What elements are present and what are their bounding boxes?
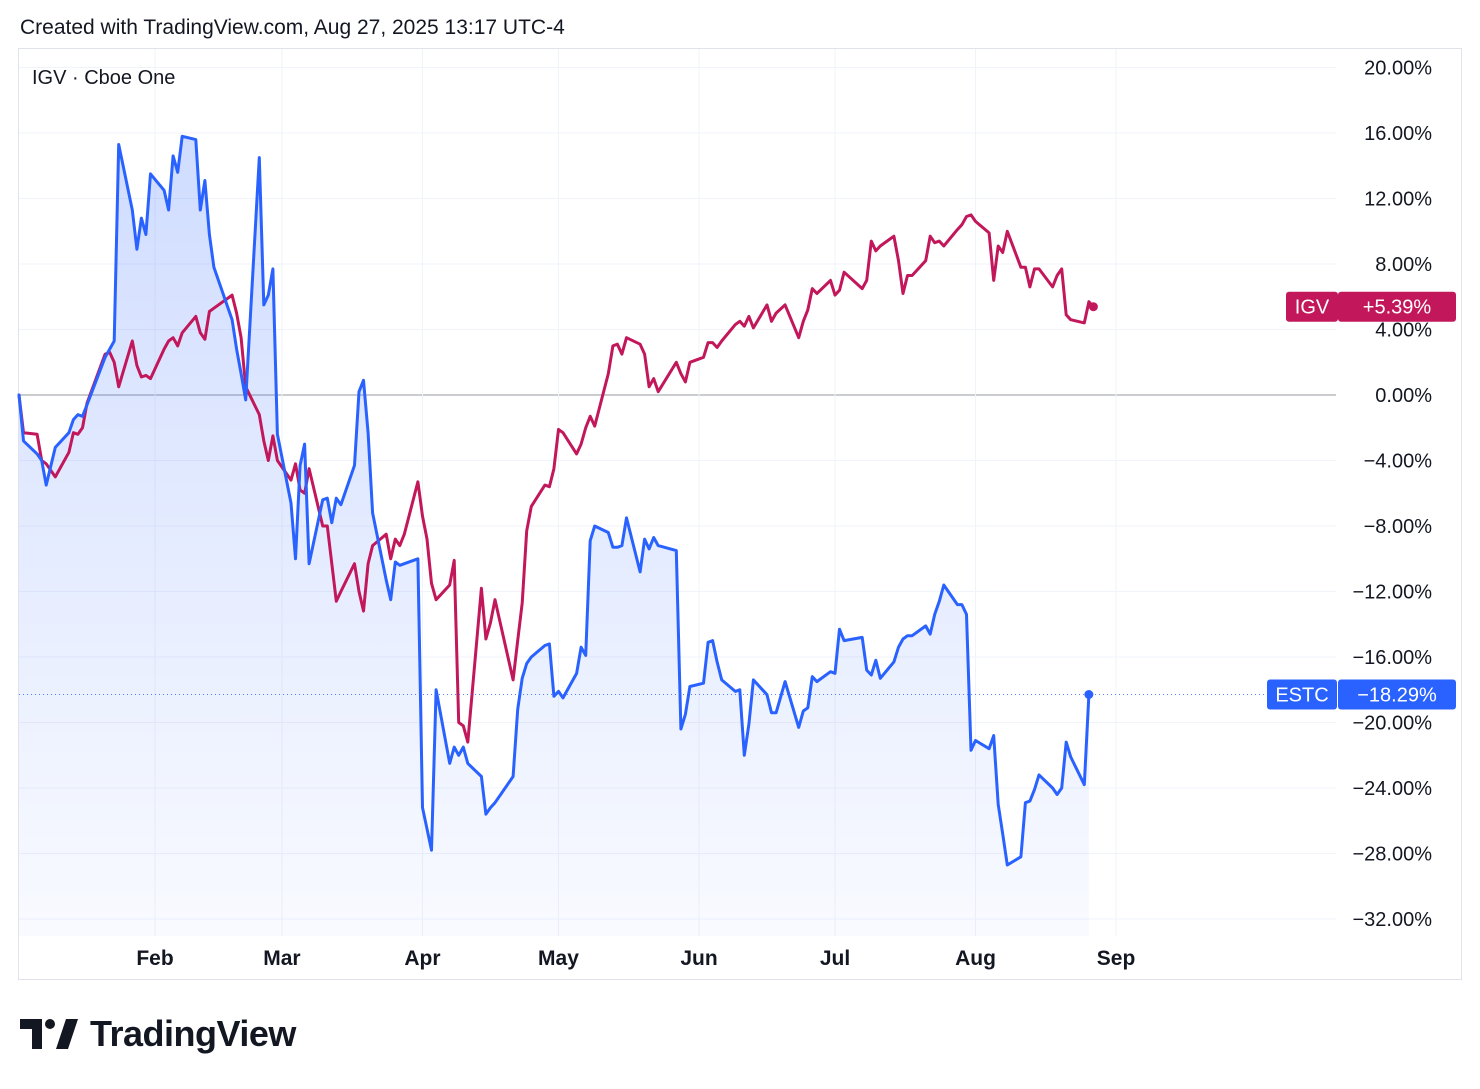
x-tick-label: Apr (404, 947, 440, 970)
y-tick-label: −20.00% (1352, 713, 1432, 735)
x-tick-label: Jun (680, 947, 717, 970)
price-label-name-bg-estc (1267, 679, 1337, 710)
y-tick-label: −4.00% (1364, 451, 1433, 473)
y-tick-label: 12.00% (1364, 189, 1432, 211)
x-tick-label: Aug (955, 947, 996, 970)
brand-logo: TradingView (20, 1012, 296, 1056)
y-tick-label: −24.00% (1352, 778, 1432, 800)
chart-title: IGV · Cboe One (32, 67, 175, 89)
last-point-estc (1084, 689, 1094, 699)
price-label-value-igv: +5.39% (1363, 297, 1432, 319)
y-tick-label: 16.00% (1364, 123, 1432, 145)
series-line-igv (17, 213, 1095, 744)
x-tick-label: Mar (263, 947, 300, 970)
estc-area-fill (19, 136, 1089, 937)
series-line-estc (17, 134, 1091, 867)
last-point-igv (1088, 302, 1098, 312)
price-label-name-igv: IGV (1295, 297, 1330, 319)
y-tick-label: 4.00% (1375, 320, 1432, 342)
chart-canvas: 20.00% 16.00% 12.00% 8.00% 4.00% 0.00% −4.00% −… (17, 49, 1456, 970)
series-lines (17, 134, 1336, 867)
x-tick-label: Sep (1097, 947, 1136, 970)
y-tick-label: −28.00% (1352, 844, 1432, 866)
price-label-value-bg-estc (1338, 679, 1456, 710)
x-tick-label: May (538, 947, 579, 970)
chart-frame (18, 48, 1462, 980)
x-axis: Feb Mar Apr May Jun Jul Aug Sep (136, 947, 1135, 970)
x-tick-label: Jul (820, 947, 850, 970)
y-tick-label: −8.00% (1364, 516, 1433, 538)
y-tick-label: −32.00% (1352, 909, 1432, 931)
y-tick-label: −12.00% (1352, 582, 1432, 604)
chart-caption: Created with TradingView.com, Aug 27, 20… (20, 16, 565, 39)
price-label-value-bg-igv (1338, 291, 1456, 322)
y-tick-label: 20.00% (1364, 58, 1432, 80)
y-tick-label: 0.00% (1375, 385, 1432, 407)
y-tick-label: −16.00% (1352, 647, 1432, 669)
x-tick-label: Feb (136, 947, 173, 970)
price-label-value-estc: −18.29% (1357, 684, 1437, 706)
price-label-name-bg-igv (1286, 291, 1338, 322)
area-fill-estc (19, 136, 1089, 937)
price-labels: IGV +5.39% ESTC −18.29% (1267, 291, 1456, 710)
tradingview-logo-icon (20, 1019, 78, 1049)
brand-name: TradingView (90, 1013, 296, 1054)
price-label-name-estc: ESTC (1275, 684, 1328, 706)
y-axis: 20.00% 16.00% 12.00% 8.00% 4.00% 0.00% −4.00% −… (1352, 58, 1432, 932)
y-tick-label: 8.00% (1375, 254, 1432, 276)
